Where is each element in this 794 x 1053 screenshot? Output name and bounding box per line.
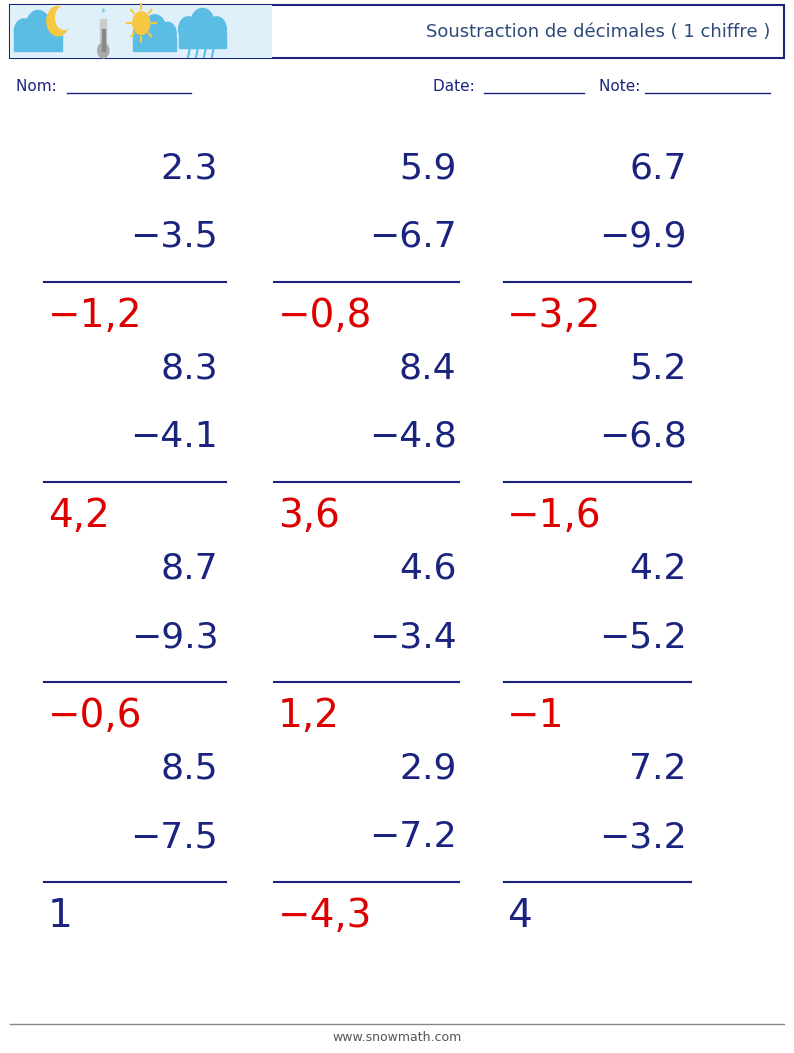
Text: −7.5: −7.5 xyxy=(130,820,218,854)
Text: 8.3: 8.3 xyxy=(160,352,218,385)
Text: www.snowmath.com: www.snowmath.com xyxy=(333,1031,461,1044)
Circle shape xyxy=(187,27,202,48)
Circle shape xyxy=(26,11,50,42)
Text: 5.2: 5.2 xyxy=(630,352,687,385)
Text: −1: −1 xyxy=(507,697,564,735)
Text: −7.2: −7.2 xyxy=(368,820,457,854)
Bar xyxy=(14,35,62,51)
Text: −0,8: −0,8 xyxy=(278,297,372,335)
Text: −6.8: −6.8 xyxy=(599,420,687,454)
Circle shape xyxy=(155,32,169,51)
Text: *: * xyxy=(32,46,37,55)
Bar xyxy=(102,29,105,51)
Text: −9.3: −9.3 xyxy=(131,620,218,654)
Circle shape xyxy=(207,17,226,42)
Text: 4: 4 xyxy=(507,897,531,935)
Text: −5.2: −5.2 xyxy=(599,620,687,654)
Bar xyxy=(100,19,106,51)
Circle shape xyxy=(133,22,151,45)
Text: 4.2: 4.2 xyxy=(630,552,687,585)
Circle shape xyxy=(22,29,38,51)
Text: 6.7: 6.7 xyxy=(630,152,687,185)
Circle shape xyxy=(14,19,33,44)
Text: 8.4: 8.4 xyxy=(399,352,457,385)
Text: 3,6: 3,6 xyxy=(278,497,340,535)
Circle shape xyxy=(141,32,155,51)
Text: Date:: Date: xyxy=(433,79,480,94)
Text: Soustraction de décimales ( 1 chiffre ): Soustraction de décimales ( 1 chiffre ) xyxy=(426,22,770,41)
Text: 8.7: 8.7 xyxy=(160,552,218,585)
Circle shape xyxy=(145,15,165,43)
Text: *: * xyxy=(139,48,144,57)
Text: −1,6: −1,6 xyxy=(507,497,601,535)
Text: *: * xyxy=(51,46,56,55)
Circle shape xyxy=(159,22,176,45)
Circle shape xyxy=(98,43,109,58)
Text: 4,2: 4,2 xyxy=(48,497,110,535)
Text: −4.8: −4.8 xyxy=(368,420,457,454)
Text: −0,6: −0,6 xyxy=(48,697,142,735)
Circle shape xyxy=(56,6,73,29)
Circle shape xyxy=(179,17,198,42)
Text: −3.5: −3.5 xyxy=(130,220,218,254)
Text: 2.9: 2.9 xyxy=(399,752,457,786)
Text: *: * xyxy=(101,7,106,18)
Bar xyxy=(133,37,176,51)
FancyBboxPatch shape xyxy=(10,5,272,58)
Bar xyxy=(179,33,226,48)
Text: 2.3: 2.3 xyxy=(161,152,218,185)
Text: −3,2: −3,2 xyxy=(507,297,601,335)
Text: *: * xyxy=(158,48,163,57)
Text: *: * xyxy=(41,46,46,55)
Text: 4.6: 4.6 xyxy=(399,552,457,585)
Text: 1,2: 1,2 xyxy=(278,697,340,735)
Text: −4,3: −4,3 xyxy=(278,897,372,935)
Text: −3.2: −3.2 xyxy=(599,820,687,854)
Text: −1,2: −1,2 xyxy=(48,297,142,335)
Circle shape xyxy=(133,12,150,35)
Text: 1: 1 xyxy=(48,897,72,935)
Text: Note:: Note: xyxy=(599,79,646,94)
Text: 5.9: 5.9 xyxy=(399,152,457,185)
Text: −3.4: −3.4 xyxy=(368,620,457,654)
Text: *: * xyxy=(148,48,153,57)
Circle shape xyxy=(43,19,62,44)
Text: 7.2: 7.2 xyxy=(630,752,687,786)
Circle shape xyxy=(202,27,218,48)
Text: 8.5: 8.5 xyxy=(160,752,218,786)
FancyBboxPatch shape xyxy=(10,5,784,58)
Text: −4.1: −4.1 xyxy=(130,420,218,454)
Text: −6.7: −6.7 xyxy=(368,220,457,254)
Circle shape xyxy=(47,6,69,36)
Text: −9.9: −9.9 xyxy=(599,220,687,254)
Text: Nom:: Nom: xyxy=(16,79,61,94)
Circle shape xyxy=(38,29,54,51)
Circle shape xyxy=(191,8,214,40)
